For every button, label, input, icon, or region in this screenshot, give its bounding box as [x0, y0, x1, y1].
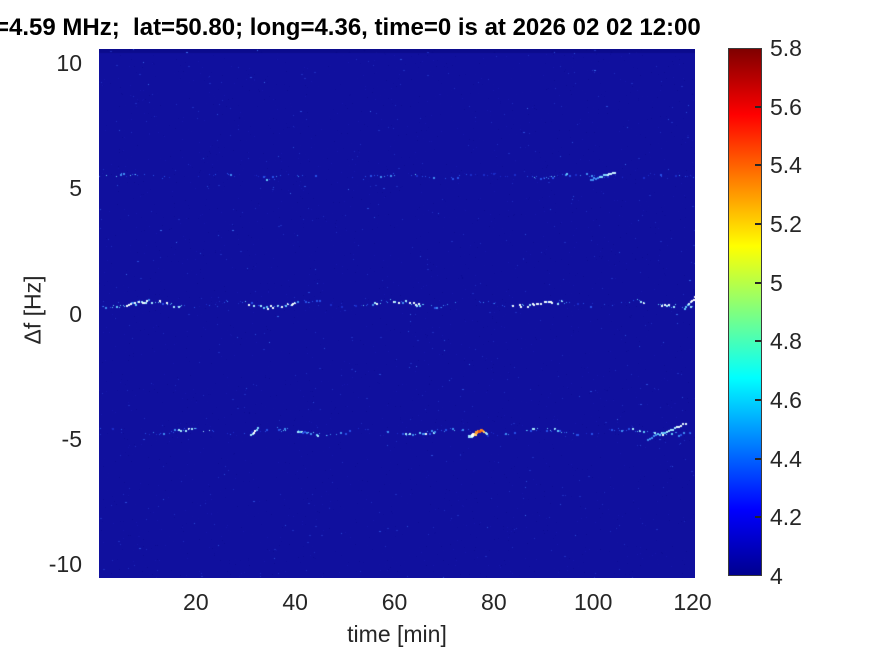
y-tick-label: 0 [69, 300, 82, 327]
colorbar-tick [755, 105, 761, 108]
colorbar-tick-label: 4.8 [770, 328, 802, 355]
y-tick-label: 10 [56, 50, 82, 77]
x-tick-label: 60 [381, 589, 408, 615]
colorbar-tick-label: 4.6 [770, 387, 802, 413]
colorbar-tick-label: 4 [770, 563, 783, 589]
colorbar-tick [755, 516, 761, 519]
x-tick-label: 100 [573, 589, 613, 615]
colorbar-tick-label: 5.8 [770, 35, 802, 61]
x-tick-label: 40 [282, 589, 308, 615]
x-tick-label: 80 [481, 589, 507, 615]
colorbar-tick [755, 399, 761, 401]
spectrogram-canvas [99, 49, 695, 578]
x-tick-label: 20 [183, 589, 209, 615]
colorbar-tick-label: 5.6 [770, 93, 802, 120]
y-tick-label: 5 [69, 175, 82, 202]
y-tick-label: -5 [61, 425, 82, 452]
colorbar-tick-label: 4.2 [770, 504, 802, 531]
colorbar-tick [755, 223, 761, 225]
colorbar-tick-label: 5.2 [770, 211, 802, 237]
colorbar-tick [755, 457, 761, 460]
colorbar-tick-label: 4.4 [770, 445, 802, 472]
plot-title: =4.59 MHz; lat=50.80; long=4.36, time=0 … [0, 14, 701, 41]
x-tick-label: 120 [673, 589, 712, 615]
y-tick-label: -10 [48, 550, 82, 577]
colorbar-gradient [728, 48, 762, 576]
colorbar-tick [755, 164, 761, 167]
colorbar-tick [755, 281, 761, 284]
x-axis-label: time [min] [347, 621, 447, 647]
y-axis-label: Δf [Hz] [19, 275, 46, 345]
colorbar-tick [755, 340, 761, 343]
colorbar-tick-label: 5 [770, 269, 783, 296]
colorbar-tick-label: 5.4 [770, 152, 802, 179]
